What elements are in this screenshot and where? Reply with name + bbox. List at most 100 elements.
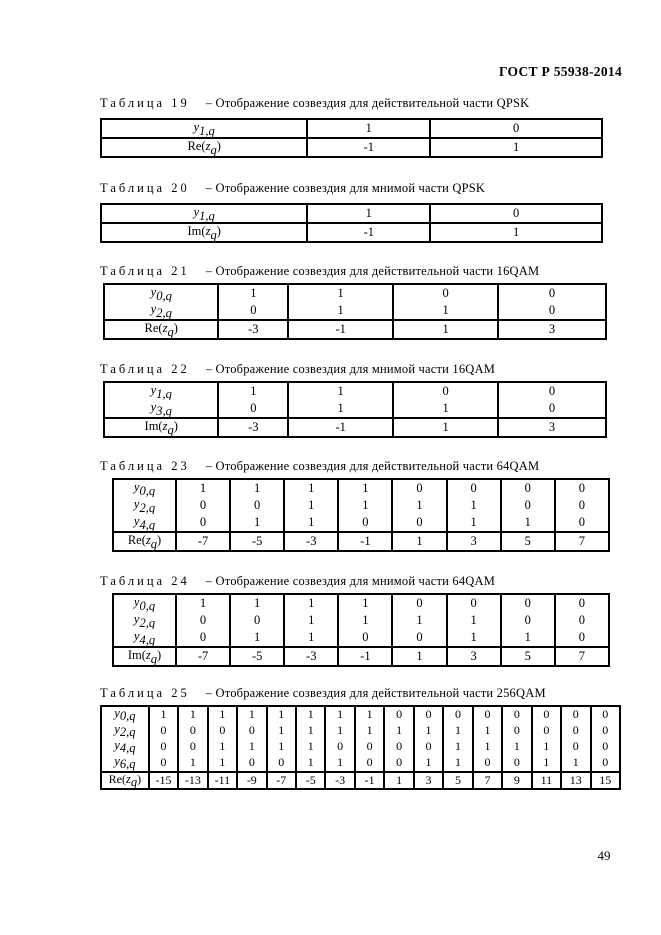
bit-cell: 0: [229, 612, 286, 629]
bit-cell: 1: [499, 629, 556, 647]
result-cell: -1: [287, 417, 395, 437]
bit-cell: 0: [530, 706, 563, 723]
bit-row-label: y0,q: [112, 594, 177, 612]
variable-base: z: [125, 771, 131, 786]
bit-cell: 0: [589, 722, 622, 739]
bit-cell: 1: [412, 722, 445, 739]
bit-cell: 1: [294, 754, 327, 772]
result-cell: -5: [229, 531, 286, 551]
bit-cell: 1: [337, 479, 394, 497]
bit-cell: 0: [429, 204, 603, 223]
bit-row: y0,q 1 1 1 1 1 1 1 1 0 0 0 0 0 0 0 0: [100, 706, 622, 723]
table-19: y1,q 1 0 Re(zq) -1 1: [99, 118, 603, 158]
result-cell: 1: [429, 222, 603, 242]
variable-subscript: q: [167, 422, 174, 437]
bit-cell: 0: [392, 382, 500, 400]
bit-row-label: y4,q: [112, 629, 177, 647]
result-cell: -9: [236, 770, 268, 790]
bit-row-label: y0,q: [112, 479, 177, 497]
result-cell: 3: [497, 319, 607, 339]
bit-cell: 0: [177, 722, 209, 739]
bit-cell: 0: [383, 738, 415, 755]
bit-row: y0,q 1 1 1 1 0 0 0 0: [112, 594, 611, 612]
variable-base: y: [133, 497, 140, 511]
result-function: Re(: [127, 533, 146, 547]
bit-cell: 0: [553, 612, 611, 629]
bit-cell: 1: [147, 706, 180, 723]
result-cell: -7: [174, 646, 232, 666]
bit-cell: 0: [553, 479, 611, 497]
bit-cell: 1: [206, 706, 239, 723]
variable-base: z: [145, 648, 151, 662]
bit-cell: 1: [283, 497, 340, 514]
table-22: y1,q 1 1 0 0 y3,q 0 1 1 0 Im(zq) -3 -1 1 3: [102, 381, 607, 438]
result-cell: 9: [501, 770, 533, 790]
bit-cell: 1: [306, 204, 432, 223]
result-cell: -1: [337, 646, 394, 666]
bit-cell: 1: [383, 722, 415, 739]
bit-row: y1,q 1 0: [99, 119, 603, 138]
bit-row-label: y6,q: [100, 754, 150, 772]
bit-cell: 1: [229, 514, 286, 532]
bit-cell: 0: [497, 302, 607, 320]
bit-cell: 1: [337, 497, 394, 514]
bit-cell: 0: [429, 119, 603, 138]
result-row: Im(zq) -3 -1 1 3: [102, 417, 607, 437]
variable-subscript: 2,q: [139, 500, 156, 514]
bit-cell: 0: [412, 738, 445, 755]
variable-base: y: [150, 383, 157, 397]
result-cell: 15: [589, 770, 622, 790]
bit-cell: 0: [471, 706, 504, 723]
variable-subscript: q: [210, 227, 217, 242]
result-function: Re(: [187, 139, 206, 153]
bit-cell: 0: [497, 284, 607, 302]
bit-cell: 1: [294, 722, 327, 739]
bit-cell: 0: [553, 594, 611, 612]
caption-text: – Отображение созвездия для мнимой части…: [205, 362, 496, 376]
bit-cell: 1: [530, 754, 563, 772]
result-cell: -3: [217, 417, 290, 437]
bit-cell: 1: [283, 612, 340, 629]
result-cell: 5: [499, 646, 556, 666]
result-cell: 1: [392, 319, 500, 339]
bit-cell: 1: [283, 479, 340, 497]
variable-subscript: q: [130, 774, 138, 789]
result-cell: 3: [445, 531, 502, 551]
bit-row: y4,q 0 1 1 0 0 1 1 0: [112, 514, 611, 532]
bit-row-label: y1,q: [99, 119, 309, 138]
bit-cell: 1: [287, 400, 395, 418]
variable-base: y: [133, 514, 140, 528]
variable-base: z: [205, 139, 211, 153]
variable-base: z: [205, 224, 211, 238]
variable-subscript: 2,q: [156, 305, 172, 320]
variable-base: y: [114, 722, 120, 736]
bit-cell: 1: [391, 612, 448, 629]
bit-cell: 1: [442, 722, 474, 739]
bit-cell: 0: [174, 514, 232, 532]
bit-row: y1,q 1 0: [99, 204, 603, 223]
bit-row-label: y4,q: [100, 738, 150, 755]
result-cell: -5: [229, 646, 286, 666]
result-cell: 1: [429, 137, 603, 157]
bit-cell: 1: [174, 594, 232, 612]
bit-row: y1,q 1 1 0 0: [102, 382, 607, 400]
bit-cell: 0: [392, 284, 500, 302]
bit-cell: 1: [294, 706, 327, 723]
result-row-label: Re(zq): [102, 319, 220, 339]
result-row: Re(zq) -15 -13 -11 -9 -7 -5 -3 -1 1 3 5 7 9 11 13 15: [100, 770, 622, 790]
result-cell: 7: [471, 770, 504, 790]
bit-cell: 0: [501, 706, 533, 723]
variable-subscript: 0,q: [156, 288, 172, 302]
caption-text: – Отображение созвездия для действительн…: [205, 96, 530, 110]
bit-cell: 0: [445, 594, 502, 612]
result-cell: 7: [553, 531, 611, 551]
result-cell: 5: [499, 531, 556, 551]
bit-cell: 0: [337, 514, 394, 532]
bit-cell: 1: [501, 738, 533, 755]
bit-cell: 0: [236, 754, 268, 772]
result-cell: -3: [283, 531, 340, 551]
variable-subscript: 0,q: [139, 598, 156, 612]
result-cell: 13: [560, 770, 592, 790]
variable-base: z: [162, 419, 168, 433]
